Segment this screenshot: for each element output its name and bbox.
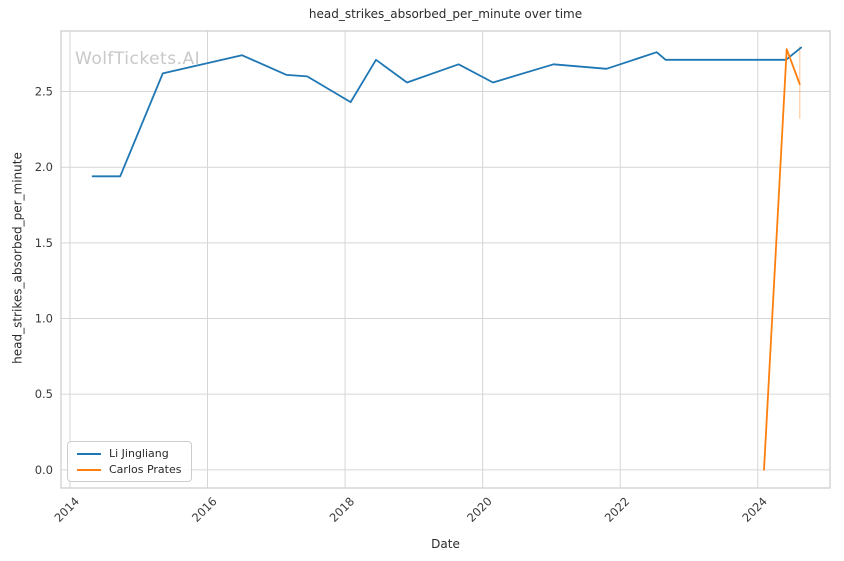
y-tick-label: 2.0 bbox=[35, 160, 53, 174]
series-line-li-jingliang bbox=[91, 46, 802, 178]
x-tick-label: 2016 bbox=[189, 494, 220, 525]
legend-item-carlos-prates: Carlos Prates bbox=[77, 463, 182, 476]
y-axis-label: head_strikes_absorbed_per_minute bbox=[10, 152, 25, 364]
series-line-carlos-prates bbox=[763, 48, 801, 471]
legend-line-swatch-blue bbox=[77, 452, 101, 455]
y-tick-label: 1.5 bbox=[35, 236, 53, 250]
x-tick-label: 2022 bbox=[602, 494, 633, 525]
x-tick-label: 2024 bbox=[739, 494, 770, 525]
chart-title: head_strikes_absorbed_per_minute over ti… bbox=[308, 7, 583, 21]
y-tick-label: 0.0 bbox=[35, 463, 53, 477]
x-tick-label: 2018 bbox=[327, 494, 358, 525]
legend-item-li-jingliang: Li Jingliang bbox=[77, 447, 182, 460]
legend: Li Jingliang Carlos Prates bbox=[67, 441, 192, 482]
y-tick-label: 1.0 bbox=[35, 312, 53, 326]
y-tick-label: 0.5 bbox=[35, 387, 53, 401]
y-tick-label: 2.5 bbox=[35, 85, 53, 99]
watermark: WolfTickets.AI bbox=[75, 49, 201, 69]
legend-label: Li Jingliang bbox=[109, 447, 169, 460]
x-axis-label: Date bbox=[431, 537, 460, 551]
x-tick-label: 2014 bbox=[51, 494, 82, 525]
plot-border bbox=[60, 30, 831, 489]
legend-line-swatch-orange bbox=[77, 468, 101, 471]
x-tick-label: 2020 bbox=[464, 494, 495, 525]
legend-label: Carlos Prates bbox=[109, 463, 182, 476]
